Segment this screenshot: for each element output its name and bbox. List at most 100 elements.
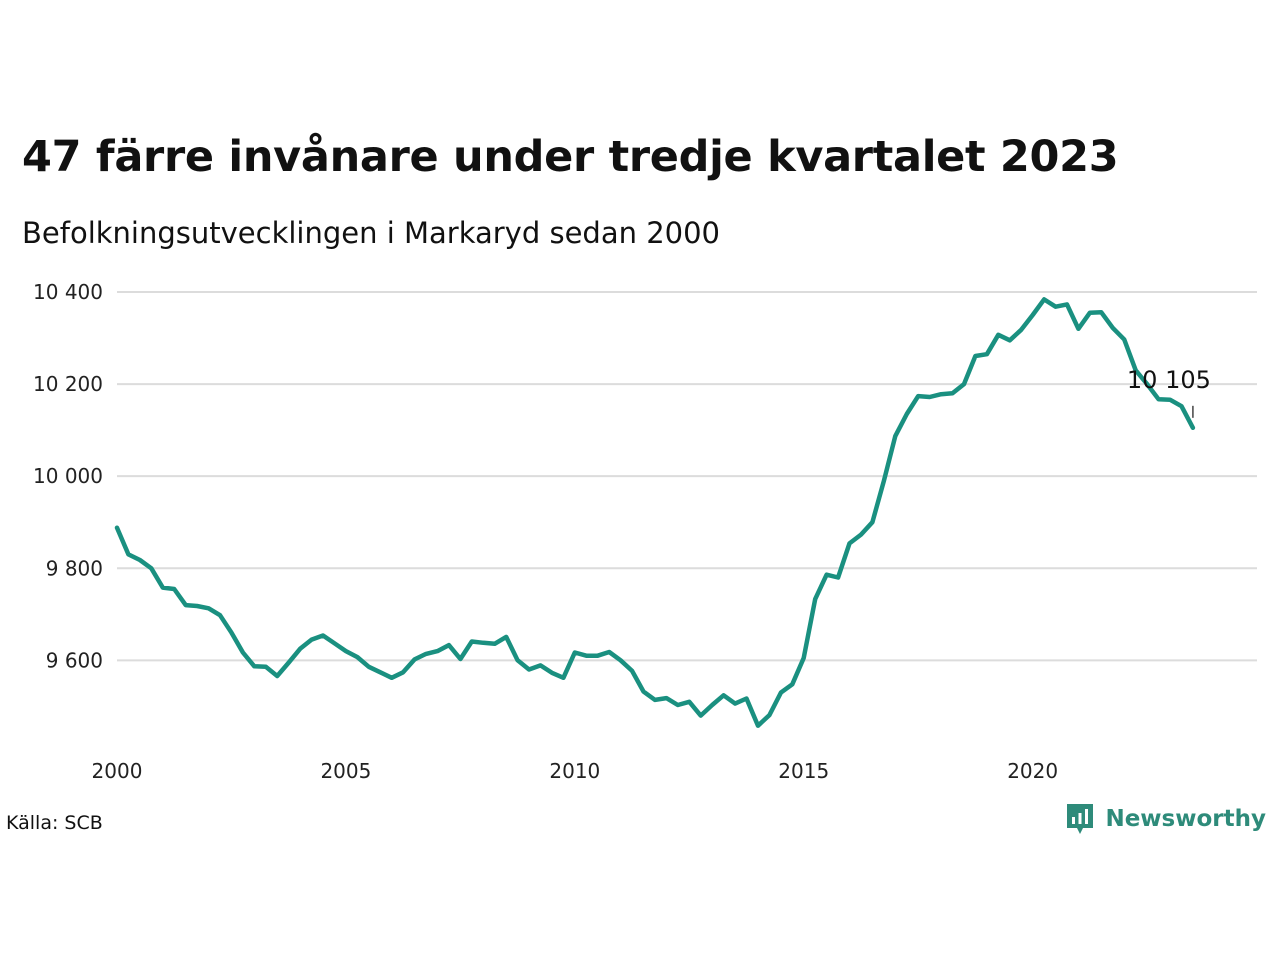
data-point	[847, 540, 853, 546]
data-point	[572, 650, 578, 656]
data-point	[938, 391, 944, 397]
data-point	[950, 390, 956, 396]
end-label-group: 10 105	[1127, 366, 1211, 418]
data-point	[526, 667, 532, 673]
data-point	[309, 637, 315, 643]
data-point	[217, 612, 223, 618]
data-point	[469, 639, 475, 645]
data-point	[389, 675, 395, 681]
data-point	[961, 381, 967, 387]
data-point	[583, 653, 589, 659]
data-point	[618, 657, 624, 663]
x-axis-ticks: 2000 2005 2010 2015 2020	[92, 759, 1059, 783]
y-tick-label: 10 200	[33, 372, 103, 396]
newsworthy-logo-icon	[1067, 804, 1094, 834]
data-point	[778, 690, 784, 696]
data-point	[1053, 304, 1059, 310]
data-point	[766, 712, 772, 718]
data-point	[1041, 296, 1047, 302]
data-point	[972, 353, 978, 359]
data-point	[835, 575, 841, 581]
data-point	[560, 675, 566, 681]
data-point	[1110, 325, 1116, 331]
data-point	[263, 664, 269, 670]
data-point	[229, 630, 235, 636]
data-point	[904, 411, 910, 417]
data-point	[549, 670, 555, 676]
x-tick-label: 2005	[320, 759, 371, 783]
data-point	[137, 557, 143, 563]
data-point	[869, 519, 875, 525]
data-point	[183, 602, 189, 608]
data-point	[1156, 396, 1162, 402]
chart-subtitle: Befolkningsutvecklingen i Markaryd sedan…	[22, 216, 720, 250]
y-tick-label: 9 600	[46, 648, 103, 672]
data-point	[595, 653, 601, 659]
data-point	[892, 433, 898, 439]
series-group	[114, 296, 1196, 728]
y-tick-label: 10 400	[33, 280, 103, 304]
chart-title: 47 färre invånare under tredje kvartalet…	[22, 132, 1119, 182]
data-point	[1098, 309, 1104, 315]
data-point	[1190, 425, 1196, 431]
data-point	[412, 656, 418, 662]
data-point	[251, 663, 257, 669]
data-point	[538, 662, 544, 668]
data-point	[641, 689, 647, 695]
data-point	[366, 664, 372, 670]
data-point	[698, 713, 704, 719]
data-point	[824, 572, 830, 578]
x-tick-label: 2010	[549, 759, 600, 783]
data-point	[629, 668, 635, 674]
data-point	[274, 673, 280, 679]
data-point	[515, 657, 521, 663]
source-note: Källa: SCB	[6, 812, 103, 834]
data-point	[354, 654, 360, 660]
data-point	[1121, 336, 1127, 342]
data-point	[492, 641, 498, 647]
data-point	[663, 695, 669, 701]
y-tick-label: 10 000	[33, 464, 103, 488]
data-point	[423, 651, 429, 657]
data-point	[1167, 397, 1173, 403]
y-axis-ticks: 9 600 9 800 10 000 10 200 10 400	[33, 280, 103, 672]
data-point	[686, 699, 692, 705]
data-point	[789, 681, 795, 687]
x-tick-label: 2020	[1007, 759, 1058, 783]
series-line	[114, 297, 1196, 728]
data-point	[194, 603, 200, 609]
data-point	[1007, 337, 1013, 343]
data-point	[400, 669, 406, 675]
data-point	[652, 697, 658, 703]
data-point	[286, 660, 292, 666]
data-point	[171, 586, 177, 592]
data-point	[148, 565, 154, 571]
grid-lines	[117, 291, 1257, 662]
data-point	[606, 649, 612, 655]
data-point	[435, 648, 441, 654]
data-point	[1179, 403, 1185, 409]
data-point	[480, 640, 486, 646]
data-point	[675, 702, 681, 708]
data-point	[343, 648, 349, 654]
data-point	[1087, 310, 1093, 316]
data-point	[801, 655, 807, 661]
data-point	[457, 656, 463, 662]
data-point	[297, 646, 303, 652]
newsworthy-brand[interactable]: Newsworthy	[1065, 802, 1266, 836]
data-point	[332, 640, 338, 646]
data-point	[881, 478, 887, 484]
data-point	[446, 642, 452, 648]
data-point	[160, 585, 166, 591]
data-point	[915, 393, 921, 399]
y-tick-label: 9 800	[46, 556, 103, 580]
data-point	[709, 702, 715, 708]
data-point	[377, 669, 383, 675]
end-value-label: 10 105	[1127, 366, 1211, 394]
data-point	[858, 532, 864, 538]
data-point	[744, 696, 750, 702]
data-point	[984, 351, 990, 357]
data-point	[1064, 301, 1070, 307]
data-point	[125, 551, 131, 557]
data-point	[995, 332, 1001, 338]
